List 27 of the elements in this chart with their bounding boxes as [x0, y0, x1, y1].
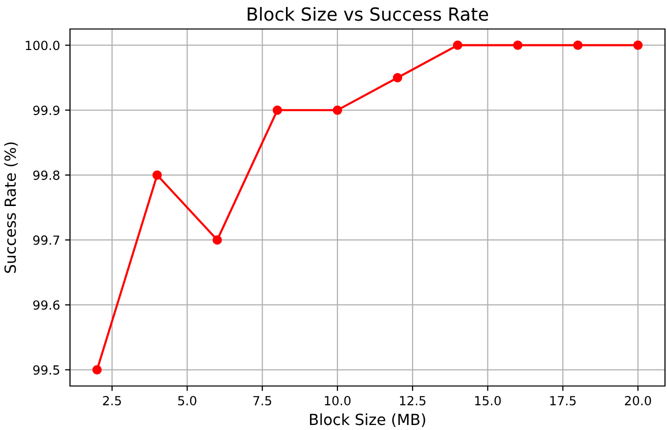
point: [332, 105, 342, 115]
point: [633, 40, 643, 50]
x-axis-title: Block Size (MB): [310, 413, 426, 427]
x-tick-label: 20.0: [624, 396, 652, 406]
y-axis-title: Success Rate (%): [4, 142, 18, 273]
x-tick-label: 2.5: [103, 396, 121, 406]
y-tick-label: 99.8: [33, 170, 60, 180]
x-tick-label: 7.5: [253, 396, 272, 406]
point: [452, 40, 462, 50]
y-tick-label: 99.7: [33, 235, 60, 245]
point: [212, 235, 222, 245]
x-tick-label: 12.5: [400, 396, 426, 406]
x-tick-label: 15.0: [475, 396, 501, 406]
chart-title: Block Size vs Success Rate: [248, 6, 488, 21]
y-tick-label: 99.6: [33, 300, 60, 310]
point: [152, 170, 162, 180]
x-tick-label: 17.5: [550, 396, 576, 406]
y-tick-label: 99.9: [33, 106, 60, 116]
point: [573, 40, 583, 50]
x-tick-label: 10.0: [324, 396, 351, 406]
y-tick-label: 99.5: [33, 365, 60, 375]
point: [272, 105, 282, 115]
y-tick-label: 100.0: [26, 40, 60, 50]
x-tick-label: 5.0: [178, 396, 196, 406]
point: [513, 40, 522, 50]
point: [92, 365, 102, 374]
point: [392, 72, 402, 82]
